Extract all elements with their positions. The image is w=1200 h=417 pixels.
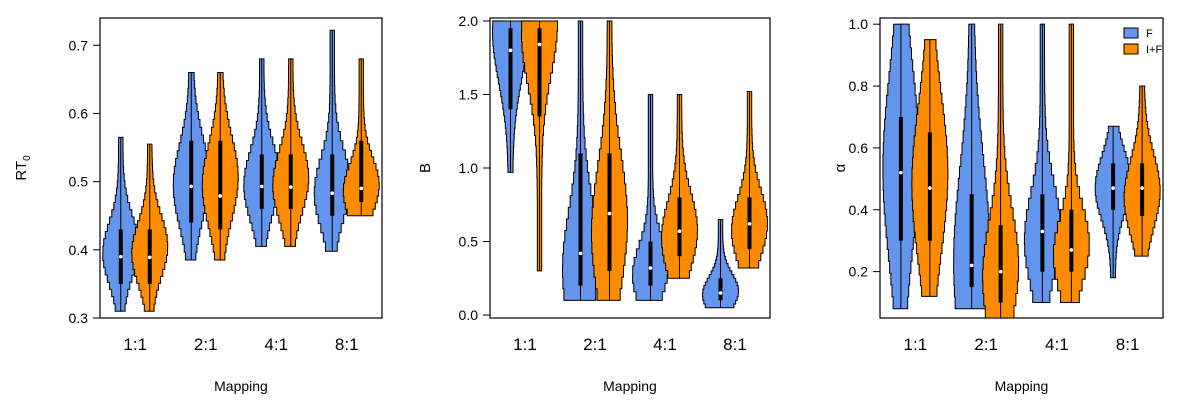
violin-median: [508, 48, 513, 53]
plot-frame: [99, 17, 383, 319]
violin-median: [1140, 186, 1144, 190]
violin-box: [218, 140, 223, 230]
violin-box: [898, 116, 903, 241]
plot-frame: [879, 17, 1164, 319]
legend-swatch-f: [1123, 27, 1139, 39]
y-tick-label: 0.5: [459, 234, 479, 250]
x-tick-label: 1:1: [513, 335, 537, 354]
x-tick-label: 4:1: [264, 335, 288, 354]
y-tick-label: 2.0: [459, 13, 479, 29]
violin-box: [578, 153, 583, 286]
y-tick-label: 0.7: [69, 37, 89, 53]
violin-median: [998, 269, 1003, 274]
violin-median: [578, 251, 583, 256]
violin-median: [288, 185, 293, 189]
x-tick-label: 2:1: [583, 335, 607, 354]
y-tick-label: 0.4: [69, 242, 89, 258]
violin-median: [259, 184, 264, 189]
x-tick-label: 8:1: [1116, 335, 1140, 354]
violin-box: [508, 28, 513, 110]
y-tick-label: 0.4: [849, 202, 869, 218]
x-axis-label: Mapping: [603, 378, 657, 394]
violin-median: [537, 42, 542, 47]
y-tick-label: 0.5: [69, 174, 89, 190]
alpha-panel: 0.2 0.4 0.6 0.8 1.0 α 1:1 2:1 4:1 8:1 Mapping: [832, 16, 1164, 394]
violin-median: [1111, 186, 1115, 190]
x-axis-label: Mapping: [995, 378, 1049, 394]
violin-box: [1069, 209, 1074, 272]
violin-box: [189, 140, 194, 223]
x-axis-label: Mapping: [214, 378, 268, 394]
violin-median: [648, 266, 653, 270]
legend: F I+F: [1123, 27, 1162, 56]
violin-box: [969, 194, 974, 288]
violin-median: [1069, 248, 1074, 252]
violin-box: [718, 278, 723, 301]
violin-box: [998, 225, 1003, 303]
y-tick-label: 0.2: [849, 264, 869, 280]
violin-box: [330, 154, 335, 216]
violin-median: [928, 186, 932, 190]
x-tick-label: 1:1: [904, 335, 928, 354]
violin-median: [330, 191, 335, 196]
y-tick-label: 1.0: [849, 16, 869, 32]
x-tick-label: 8:1: [723, 335, 747, 354]
rt0-panel: 0.3 0.4 0.5 0.6 0.7 RT0 1:1 2:1 4:1 8:1 Mapping: [13, 17, 383, 394]
x-tick-label: 1:1: [123, 335, 147, 354]
violin-median: [189, 184, 194, 189]
b-panel: 0.0 0.5 1.0 1.5 2.0 B 1:1 2:1 4:1 8:1 Mapping: [417, 13, 771, 394]
violin-box: [288, 154, 293, 209]
violin-median: [677, 229, 682, 234]
y-tick-label: 0.6: [849, 140, 869, 156]
violin-median: [359, 186, 364, 191]
y-axis-label: RT0: [13, 155, 33, 181]
violin-box: [359, 140, 364, 203]
violin-median: [899, 170, 903, 175]
y-tick-label: 1.5: [459, 86, 479, 102]
violin-box: [537, 28, 542, 117]
x-tick-label: 2:1: [974, 335, 998, 354]
y-tick-label: 0.6: [69, 105, 89, 121]
legend-label-if: I+F: [1146, 44, 1162, 56]
y-tick-label: 0.0: [459, 307, 479, 323]
violin-median: [718, 291, 723, 295]
y-tick-label: 1.0: [459, 160, 479, 176]
y-tick-label: 0.8: [849, 78, 869, 94]
violin-box: [648, 241, 653, 286]
y-axis-label: B: [417, 163, 434, 173]
y-tick-label: 0.3: [69, 310, 89, 326]
x-tick-label: 2:1: [194, 335, 218, 354]
x-tick-label: 8:1: [335, 335, 359, 354]
x-tick-label: 4:1: [1045, 335, 1069, 354]
y-axis-label: α: [832, 163, 849, 172]
x-tick-label: 4:1: [653, 335, 677, 354]
violin-box: [259, 154, 264, 209]
violin-box: [677, 197, 682, 257]
violin-median: [147, 255, 152, 260]
violin-median: [118, 254, 123, 259]
violin-median: [607, 211, 612, 216]
violin-median: [1040, 229, 1045, 234]
violin-median: [218, 194, 223, 198]
legend-label-f: F: [1146, 28, 1153, 40]
legend-swatch-if: [1123, 43, 1139, 55]
violin-median: [747, 222, 752, 226]
violin-median: [969, 263, 974, 268]
